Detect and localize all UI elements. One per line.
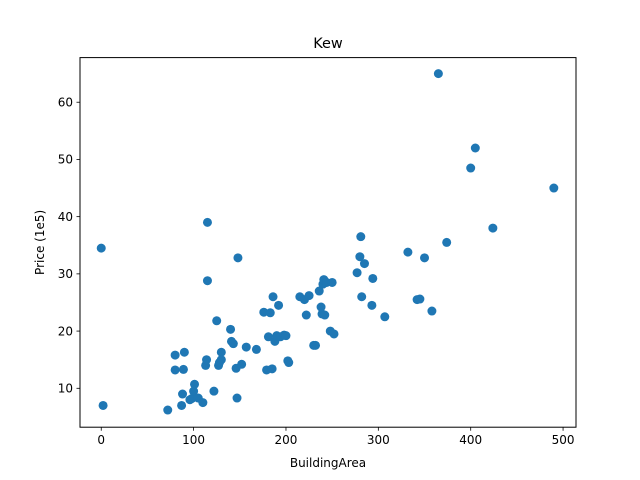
x-tick-label: 0: [97, 433, 105, 447]
data-point: [202, 217, 212, 227]
data-point: [368, 273, 378, 283]
y-tick-label: 50: [58, 153, 73, 167]
x-tick-label: 100: [182, 433, 205, 447]
data-point: [177, 400, 187, 410]
data-point: [259, 307, 269, 317]
data-point: [226, 324, 236, 334]
data-point: [189, 386, 199, 396]
data-point: [367, 300, 377, 310]
data-point: [216, 355, 226, 365]
x-tick-label: 200: [275, 433, 298, 447]
y-tick-label: 20: [58, 324, 73, 338]
y-axis-label: Price (1e5): [33, 210, 47, 275]
chart-title: Kew: [313, 36, 343, 52]
data-point: [232, 393, 242, 403]
data-point: [316, 302, 326, 312]
y-tick-label: 30: [58, 267, 73, 281]
data-point: [178, 389, 188, 399]
plot-frame: [79, 57, 577, 428]
x-axis-label: BuildingArea: [290, 456, 366, 470]
data-point: [304, 291, 314, 301]
y-tick-label: 60: [58, 96, 73, 110]
data-point: [202, 276, 212, 286]
data-point: [267, 364, 277, 374]
data-point: [301, 310, 311, 320]
data-point: [98, 400, 108, 410]
data-point: [209, 386, 219, 396]
data-point: [170, 350, 180, 360]
data-point: [216, 347, 226, 357]
data-point: [470, 143, 480, 153]
data-point: [274, 300, 284, 310]
data-point: [352, 268, 362, 278]
data-point: [212, 316, 222, 326]
data-point: [263, 332, 273, 342]
data-point: [187, 394, 197, 404]
data-point: [251, 344, 261, 354]
data-point: [311, 340, 321, 350]
data-point: [178, 364, 188, 374]
y-tick-label: 10: [58, 382, 73, 396]
data-point: [357, 292, 367, 302]
data-point: [355, 252, 365, 262]
data-point: [284, 358, 294, 368]
data-point: [327, 277, 337, 287]
data-point: [241, 342, 251, 352]
data-point: [198, 398, 208, 408]
data-point: [420, 253, 430, 263]
data-point: [427, 306, 437, 316]
data-point: [488, 223, 498, 233]
data-point: [233, 253, 243, 263]
data-point: [356, 232, 366, 242]
x-tick-label: 500: [552, 433, 575, 447]
data-point: [329, 329, 339, 339]
x-tick-label: 400: [459, 433, 482, 447]
data-point: [237, 359, 247, 369]
data-point: [268, 292, 278, 302]
y-axis-ticks: 10 20 30 40 50 60: [58, 96, 80, 396]
data-point: [281, 331, 291, 341]
data-point: [163, 405, 173, 415]
data-points: [96, 69, 559, 415]
data-point: [433, 69, 443, 79]
data-point: [170, 365, 180, 375]
x-tick-label: 300: [367, 433, 390, 447]
data-point: [442, 237, 452, 247]
data-point: [466, 163, 476, 173]
data-point: [403, 247, 413, 257]
data-point: [96, 243, 106, 253]
x-axis-ticks: 0 100 200 300 400 500: [97, 427, 575, 447]
data-point: [380, 312, 390, 322]
data-point: [549, 183, 559, 193]
y-tick-label: 40: [58, 210, 73, 224]
data-point: [415, 294, 425, 304]
data-point: [228, 339, 238, 349]
data-point: [265, 308, 275, 318]
data-point: [359, 259, 369, 269]
data-point: [190, 379, 200, 389]
data-point: [320, 310, 330, 320]
data-point: [202, 355, 212, 365]
data-point: [314, 286, 324, 296]
data-point: [179, 347, 189, 357]
